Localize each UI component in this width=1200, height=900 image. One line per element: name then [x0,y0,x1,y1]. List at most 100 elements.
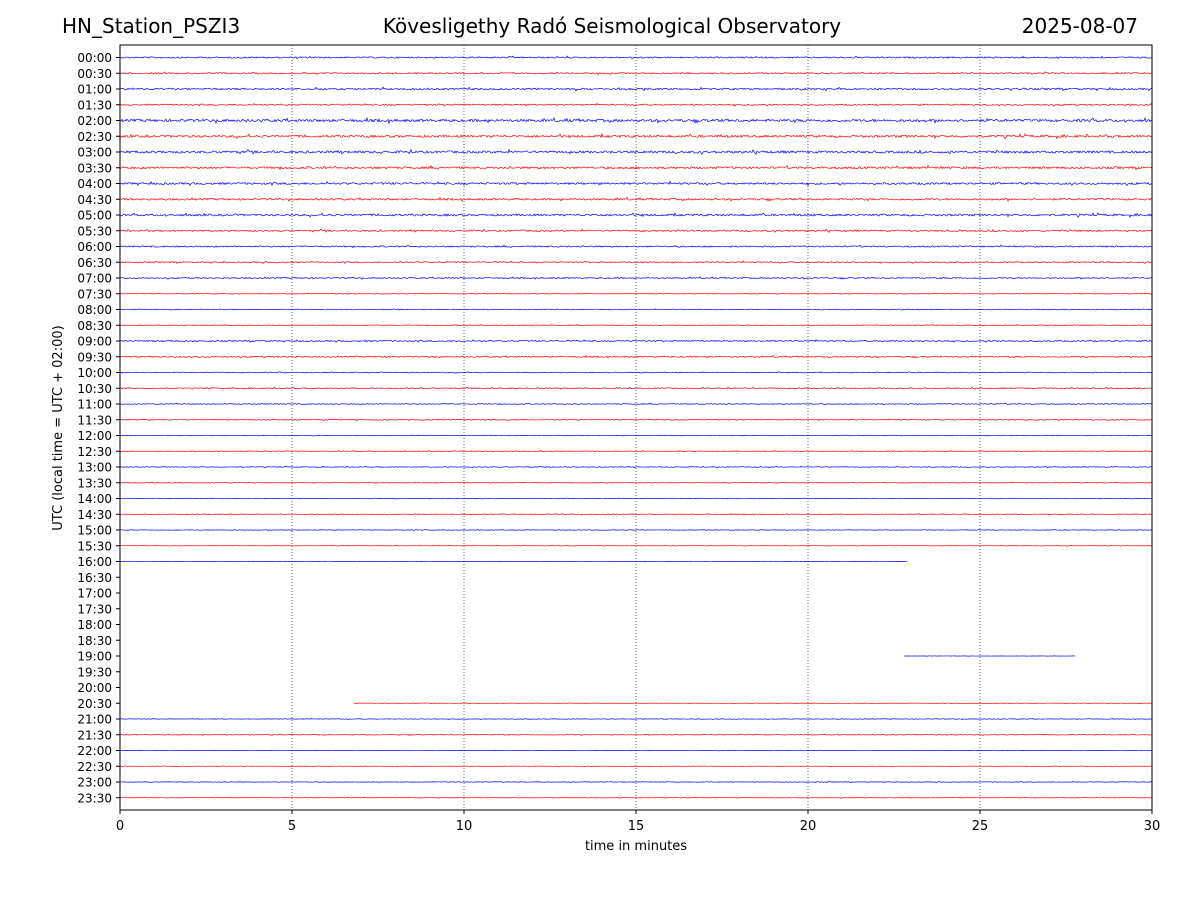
trace-14:00 [119,497,1153,500]
trace-21:30 [119,733,1153,736]
ytick-label-12:00: 12:00 [77,429,112,443]
trace-04:30 [119,196,1153,203]
ytick-label-17:30: 17:30 [77,602,112,616]
trace-13:00 [119,465,1153,469]
trace-15:00 [119,529,1153,531]
ytick-label-20:30: 20:30 [77,697,112,711]
ytick-label-21:30: 21:30 [77,728,112,742]
trace-22:30 [119,765,1153,768]
trace-02:30 [119,132,1153,140]
trace-10:00 [119,371,1153,374]
ytick-label-05:00: 05:00 [77,209,112,223]
trace-11:30 [119,418,1153,422]
ytick-label-10:30: 10:30 [77,382,112,396]
trace-06:00 [119,244,1153,249]
ytick-label-06:00: 06:00 [77,240,112,254]
ytick-label-23:30: 23:30 [77,791,112,805]
trace-12:00 [119,434,1153,437]
ytick-label-22:00: 22:00 [77,744,112,758]
ytick-label-13:00: 13:00 [77,461,112,475]
ytick-label-04:00: 04:00 [77,177,112,191]
trace-11:00 [120,402,1153,406]
trace-00:30 [119,71,1153,76]
trace-12:30 [119,450,1152,453]
ytick-label-18:00: 18:00 [77,618,112,632]
trace-13:30 [119,481,1153,484]
ytick-label-21:00: 21:00 [77,713,112,727]
ytick-label-12:30: 12:30 [77,445,112,459]
ytick-label-10:00: 10:00 [77,366,112,380]
trace-21:00 [119,717,1153,721]
ytick-label-14:00: 14:00 [77,492,112,506]
ytick-label-03:30: 03:30 [77,161,112,175]
ytick-label-02:00: 02:00 [77,114,112,128]
ytick-label-07:00: 07:00 [77,272,112,286]
x-ticks: 0 5 10 15 20 25 30 [116,810,1160,834]
ytick-label-04:30: 04:30 [77,193,112,207]
ytick-label-15:30: 15:30 [77,539,112,553]
ytick-label-17:00: 17:00 [77,587,112,601]
ytick-label-11:00: 11:00 [77,398,112,412]
xtick-label-30: 30 [1144,819,1161,834]
xtick-label-5: 5 [288,819,296,834]
trace-09:30 [119,354,1153,359]
ytick-label-08:00: 08:00 [77,303,112,317]
ytick-label-02:30: 02:30 [77,130,112,144]
xtick-label-0: 0 [116,819,124,834]
gridlines [291,45,981,810]
trace-02:00 [119,116,1153,125]
trace-00:00 [119,55,1153,60]
trace-03:30 [119,164,1153,171]
trace-09:00 [119,339,1153,343]
ytick-label-11:30: 11:30 [77,413,112,427]
ytick-label-20:00: 20:00 [77,681,112,695]
chart-title: Kövesligethy Radó Seismological Observat… [382,14,842,38]
ytick-label-06:30: 06:30 [77,256,112,270]
xtick-label-10: 10 [456,819,473,834]
trace-22:00 [119,749,1153,752]
trace-07:30 [119,292,1153,295]
trace-05:00 [119,212,1153,218]
ytick-label-08:30: 08:30 [77,319,112,333]
trace-03:00 [119,148,1153,156]
chart-date: 2025-08-07 [1021,14,1138,38]
traces [119,55,1153,799]
trace-16:00 [119,560,908,563]
trace-04:00 [119,180,1153,187]
xtick-label-15: 15 [628,819,645,834]
ytick-label-22:30: 22:30 [77,760,112,774]
x-axis-label: time in minutes [585,839,687,854]
trace-08:00 [119,308,1153,311]
ytick-label-19:00: 19:00 [77,650,112,664]
ytick-label-13:30: 13:30 [77,476,112,490]
ytick-label-05:30: 05:30 [77,224,112,238]
ytick-label-18:30: 18:30 [77,634,112,648]
ytick-label-00:00: 00:00 [77,51,112,65]
ytick-label-14:30: 14:30 [77,508,112,522]
ytick-label-03:00: 03:00 [77,146,112,160]
ytick-label-01:30: 01:30 [77,98,112,112]
trace-20:30 [353,702,1152,705]
trace-08:30 [119,324,1153,327]
xtick-label-20: 20 [800,819,817,834]
ytick-label-16:00: 16:00 [77,555,112,569]
y-axis-label: UTC (local time = UTC + 02:00) [51,325,66,530]
ytick-label-01:00: 01:00 [77,83,112,97]
trace-07:00 [119,276,1153,280]
ytick-label-23:00: 23:00 [77,776,112,790]
xtick-label-25: 25 [972,819,989,834]
ytick-label-00:30: 00:30 [77,67,112,81]
ytick-label-19:30: 19:30 [77,665,112,679]
trace-05:30 [119,228,1153,233]
trace-01:30 [119,102,1153,107]
trace-23:00 [119,780,1153,783]
ytick-label-16:30: 16:30 [77,571,112,585]
trace-01:00 [119,86,1153,92]
trace-23:30 [119,796,1153,799]
ytick-label-07:30: 07:30 [77,287,112,301]
trace-10:30 [119,386,1153,390]
trace-15:30 [119,544,1153,547]
trace-14:30 [119,513,1153,516]
